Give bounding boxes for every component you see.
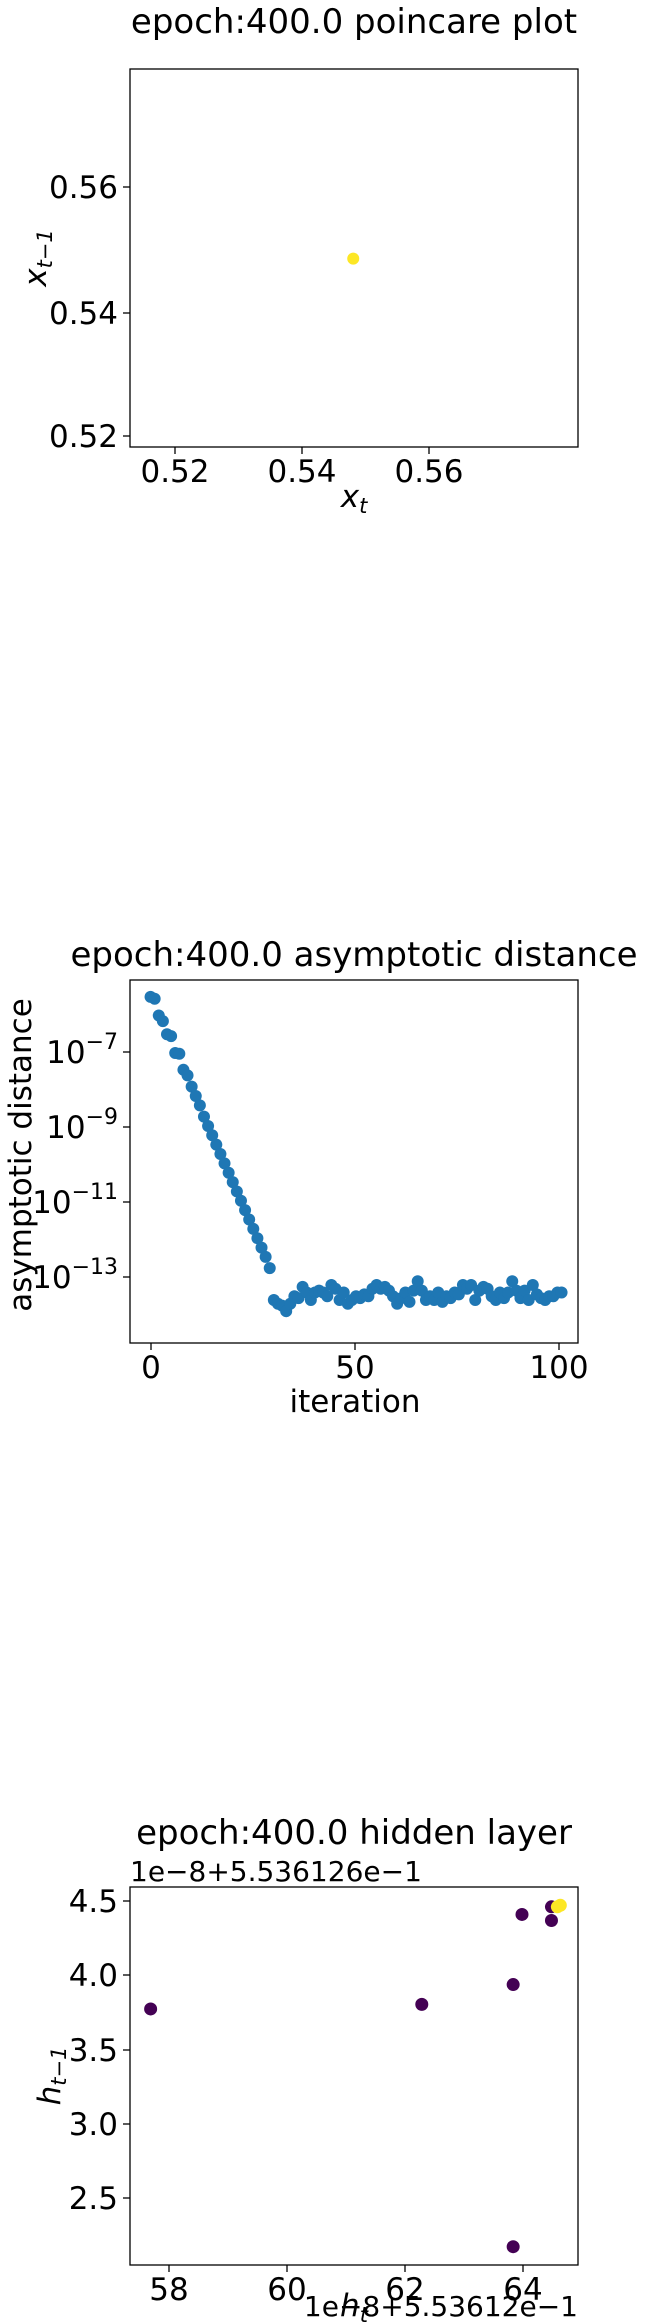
hidden-y-tick-label: 3.0 [69,2107,118,2143]
asymptotic-points [144,990,568,1318]
hidden-y-ticks: 2.5 3.0 3.5 4.0 4.5 [69,1884,130,2217]
asymptotic-point [173,1047,186,1060]
asymptotic-point [247,1222,260,1235]
asymptotic-point [193,1099,206,1112]
asymptotic-point [218,1157,231,1170]
asymptotic-point [148,992,161,1005]
asymptotic-point [411,1275,424,1288]
asymptotic-point [263,1262,276,1275]
hidden-x-offset-text: 1e−8+5.53612e−1 [304,2290,578,2323]
asymptotic-point [206,1129,219,1142]
asymptotic-point [555,1286,568,1299]
asymptotic-point [469,1293,482,1306]
asymptotic-distance-plot: epoch:400.0 asymptotic distance 0 50 100… [3,935,638,1420]
hidden-y-tick-label: 2.5 [69,2181,118,2217]
asymptotic-point [259,1250,272,1263]
poincare-axes-frame [129,68,579,448]
asymptotic-x-tick-label: 50 [335,1350,374,1386]
hidden-point [544,1914,558,1928]
asymptotic-point [506,1275,519,1288]
poincare-y-tick-label: 0.56 [49,170,118,206]
asymptotic-y-tick-label: 10−7 [46,1030,118,1071]
asymptotic-point [181,1069,194,1082]
asymptotic-x-tick-label: 100 [529,1350,588,1386]
asymptotic-axes-frame [129,979,579,1344]
asymptotic-point [321,1290,334,1303]
hidden-point [506,1978,520,1992]
hidden-x-tick-label: 62 [385,2272,424,2308]
poincare-x-tick-label: 0.52 [140,454,209,490]
asymptotic-point [337,1286,350,1299]
hidden-y-tick-label: 4.0 [69,1958,118,1994]
asymptotic-point [403,1295,416,1308]
asymptotic-point [243,1213,256,1226]
hidden-title: epoch:400.0 hidden layer [136,1813,572,1853]
asymptotic-point [165,1030,178,1043]
asymptotic-point [226,1176,239,1189]
asymptotic-point [156,1015,169,1028]
hidden-axes-frame [129,1886,579,2266]
asymptotic-x-tick-label: 0 [141,1350,161,1386]
hidden-point [553,1898,567,1912]
asymptotic-point [214,1148,227,1161]
asymptotic-point [185,1080,198,1093]
hidden-point [144,2002,158,2016]
hidden-point [515,1907,529,1921]
asymptotic-point [239,1204,252,1217]
hidden-x-tick-label: 60 [267,2272,306,2308]
poincare-x-tick-label: 0.54 [267,454,336,490]
asymptotic-point [189,1090,202,1103]
hidden-y-offset-text: 1e−8+5.536126e−1 [130,1855,422,1888]
asymptotic-y-tick-label: 10−13 [32,1255,118,1296]
asymptotic-y-axis-label: asymptotic distance [3,998,39,1312]
asymptotic-x-axis-label: iteration [290,1384,421,1420]
hidden-x-ticks: 58 60 62 64 [149,2265,543,2308]
poincare-y-tick-label: 0.54 [49,296,118,332]
hidden-points [144,1898,567,2254]
hidden-y-tick-label: 3.5 [69,2033,118,2069]
hidden-y-axis-label: ht−1 [32,2047,71,2106]
poincare-point [347,252,360,265]
asymptotic-point [230,1185,243,1198]
hidden-x-tick-label: 58 [149,2272,188,2308]
poincare-x-tick-label: 0.56 [394,454,463,490]
asymptotic-title: epoch:400.0 asymptotic distance [71,935,638,975]
poincare-points [347,252,360,265]
asymptotic-y-ticks: 10−7 10−9 10−11 10−13 [32,1030,130,1296]
poincare-x-axis-label: xt [340,479,368,518]
asymptotic-y-tick-label: 10−9 [46,1105,118,1146]
hidden-y-tick-label: 4.5 [69,1884,118,1920]
hidden-x-tick-label: 64 [503,2272,542,2308]
hidden-point [415,1997,429,2011]
poincare-y-ticks: 0.52 0.54 0.56 [49,170,130,455]
asymptotic-point [251,1232,264,1245]
asymptotic-y-tick-label: 10−11 [32,1180,118,1221]
asymptotic-point [407,1284,420,1297]
asymptotic-point [222,1166,235,1179]
poincare-y-tick-label: 0.52 [49,419,118,455]
hidden-point [506,2240,520,2254]
asymptotic-point [234,1194,247,1207]
asymptotic-point [197,1110,210,1123]
poincare-y-axis-label: xt−1 [18,229,57,288]
asymptotic-point [202,1119,215,1132]
poincare-plot: epoch:400.0 poincare plot 0.52 0.54 0.56… [18,2,579,518]
asymptotic-point [255,1241,268,1254]
asymptotic-x-ticks: 0 50 100 [141,1343,589,1386]
asymptotic-point [210,1138,223,1151]
hidden-layer-plot: epoch:400.0 hidden layer 1e−8+5.536126e−… [32,1813,579,2323]
poincare-x-ticks: 0.52 0.54 0.56 [140,447,464,490]
asymptotic-point [526,1278,539,1291]
poincare-title: epoch:400.0 poincare plot [131,2,577,42]
